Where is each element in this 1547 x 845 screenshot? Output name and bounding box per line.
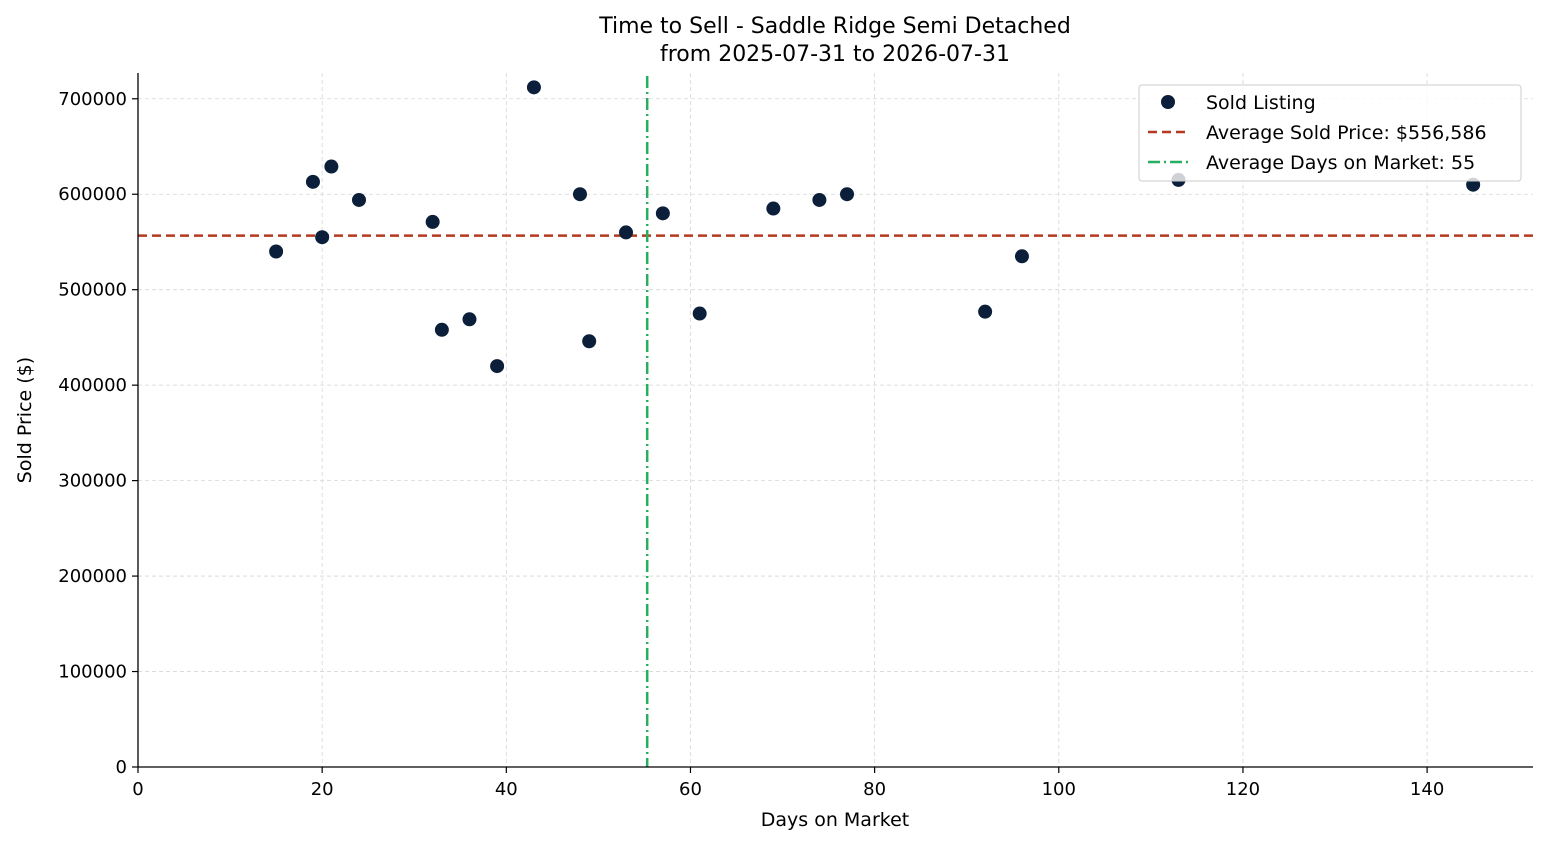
axes	[132, 73, 1533, 773]
x-tick-label: 140	[1410, 779, 1444, 800]
chart-subtitle: from 2025-07-31 to 2026-07-31	[660, 42, 1010, 67]
data-point	[526, 80, 541, 95]
x-axis-label: Days on Market	[761, 809, 909, 831]
y-tick-label: 500000	[58, 280, 127, 301]
data-point	[425, 214, 440, 229]
legend: Sold Listing Average Sold Price: $556,586…	[1138, 84, 1522, 182]
data-point	[305, 174, 320, 189]
scatter-points	[269, 80, 1481, 374]
data-point	[766, 201, 781, 216]
data-point	[619, 225, 634, 240]
y-tick-label: 300000	[58, 471, 127, 492]
legend-item-average-days: Average Days on Market: 55	[1206, 152, 1475, 174]
legend-box	[1138, 84, 1522, 182]
data-point	[692, 306, 707, 321]
data-point	[324, 159, 339, 174]
chart-title: Time to Sell - Saddle Ridge Semi Detache…	[598, 14, 1071, 39]
y-tick-label: 700000	[58, 89, 127, 110]
x-tick-label: 0	[132, 779, 143, 800]
data-point	[655, 206, 670, 221]
data-point	[582, 334, 597, 349]
y-tick-label: 600000	[58, 184, 127, 205]
data-point	[978, 304, 993, 319]
y-tick-label: 200000	[58, 566, 127, 587]
data-point	[840, 187, 855, 202]
data-point	[1014, 249, 1029, 264]
legend-item-sold-listing: Sold Listing	[1206, 92, 1316, 114]
data-point	[462, 312, 477, 327]
y-axis-label: Sold Price ($)	[14, 357, 36, 483]
data-point	[490, 359, 505, 374]
reference-lines	[138, 76, 1533, 767]
x-tick-label: 60	[679, 779, 702, 800]
x-tick-label: 40	[495, 779, 518, 800]
x-tick-label: 20	[311, 779, 334, 800]
data-point	[315, 230, 330, 245]
y-tick-label: 0	[116, 757, 127, 778]
data-point	[269, 244, 284, 259]
legend-item-average-price: Average Sold Price: $556,586	[1206, 122, 1487, 144]
x-tick-label: 80	[863, 779, 886, 800]
legend-marker	[1161, 95, 1175, 109]
data-point	[434, 322, 449, 337]
data-point	[351, 192, 366, 207]
x-tick-label: 120	[1226, 779, 1260, 800]
y-tick-label: 400000	[58, 375, 127, 396]
tick-labels: 0 20 40 60 80 100 120 140 0 100000 200000 300000 400…	[58, 89, 1444, 800]
x-tick-label: 100	[1042, 779, 1076, 800]
data-point	[812, 192, 827, 207]
data-point	[572, 187, 587, 202]
y-tick-label: 100000	[58, 662, 127, 683]
